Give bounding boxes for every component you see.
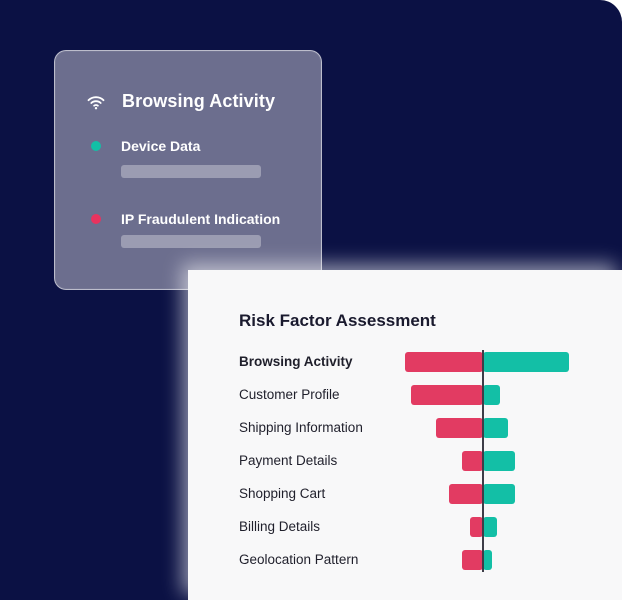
status-dot-icon xyxy=(91,141,101,151)
placeholder-bar xyxy=(121,165,261,178)
factor-label: Payment Details xyxy=(239,453,338,468)
factor-label: Geolocation Pattern xyxy=(239,552,359,567)
positive-bar xyxy=(483,418,508,438)
signal-label: Device Data xyxy=(121,138,201,154)
positive-bar xyxy=(483,550,492,570)
placeholder-bar xyxy=(121,235,261,248)
chart-title: Risk Factor Assessment xyxy=(239,311,436,330)
signal-device-data: Device Data xyxy=(91,138,200,154)
positive-bar xyxy=(483,484,515,504)
negative-bar xyxy=(411,385,483,405)
positive-bar xyxy=(483,451,515,471)
browsing-activity-card: Browsing Activity Device Data IP Fraudul… xyxy=(54,50,322,290)
factor-label: Shopping Cart xyxy=(239,486,326,501)
factor-label: Shipping Information xyxy=(239,420,363,435)
negative-bar xyxy=(462,550,483,570)
card-header: Browsing Activity xyxy=(87,91,275,112)
wifi-icon xyxy=(87,95,105,109)
signal-label: IP Fraudulent Indication xyxy=(121,211,281,227)
negative-bar xyxy=(462,451,483,471)
diverging-bar-chart xyxy=(405,350,569,572)
card-title: Browsing Activity xyxy=(122,91,276,111)
factor-label: Browsing Activity xyxy=(239,354,353,369)
factor-label: Billing Details xyxy=(239,519,321,534)
signal-ip-fraud: IP Fraudulent Indication xyxy=(91,211,280,227)
factor-label: Customer Profile xyxy=(239,387,340,402)
negative-bar xyxy=(470,517,483,537)
positive-bar xyxy=(483,352,569,372)
risk-chart-card: Risk Factor Assessment Browsing Activity… xyxy=(188,270,622,600)
positive-bar xyxy=(483,385,500,405)
status-dot-icon xyxy=(91,214,101,224)
negative-bar xyxy=(405,352,483,372)
negative-bar xyxy=(449,484,483,504)
negative-bar xyxy=(436,418,483,438)
positive-bar xyxy=(483,517,497,537)
